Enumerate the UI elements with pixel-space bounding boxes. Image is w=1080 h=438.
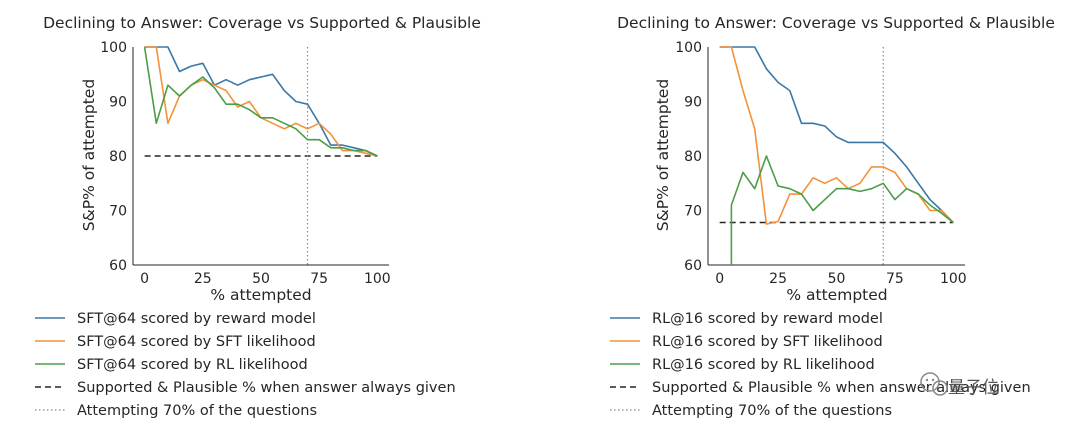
watermark: 量子位 <box>920 372 999 398</box>
right-y-tick-label: 60 <box>684 258 702 274</box>
left-y-axis-label: S&P% of attempted <box>80 79 98 231</box>
left-legend-label: Attempting 70% of the questions <box>77 403 317 419</box>
right-legend-item-rl: RL@16 scored by RL likelihood <box>610 357 875 373</box>
right-chart-title: Declining to Answer: Coverage vs Support… <box>617 14 1055 32</box>
left-x-tick-label: 50 <box>252 271 270 287</box>
left-x-tick-label: 100 <box>364 271 391 287</box>
right-legend-item-baseline: Supported & Plausible % when answer alwa… <box>610 380 1031 396</box>
right-series-rl <box>730 155 954 265</box>
left-y-tick-label: 90 <box>109 95 127 111</box>
right-x-tick-label: 75 <box>886 271 904 287</box>
right-plot-area: 60 70 80 90 100 0 25 50 75 100 <box>675 40 966 287</box>
left-y-tick-label: 100 <box>100 40 127 56</box>
right-legend: RL@16 scored by reward model RL@16 scored… <box>610 311 1031 419</box>
left-x-tick-label: 0 <box>140 271 149 287</box>
left-y-tick-label: 70 <box>109 204 127 220</box>
left-legend-label: Supported & Plausible % when answer alwa… <box>77 380 456 396</box>
right-y-tick-label: 100 <box>675 40 702 56</box>
right-legend-label: Attempting 70% of the questions <box>652 403 892 419</box>
right-legend-label: RL@16 scored by RL likelihood <box>652 357 875 373</box>
right-x-tick-label: 50 <box>828 271 846 287</box>
watermark-text: 量子位 <box>948 378 999 398</box>
left-legend-label: SFT@64 scored by RL likelihood <box>77 357 308 373</box>
left-plot-area: 60 70 80 90 100 0 25 50 75 100 <box>100 40 390 287</box>
left-legend-item-baseline: Supported & Plausible % when answer alwa… <box>35 380 456 396</box>
left-x-tick-label: 75 <box>310 271 328 287</box>
right-legend-item-vline: Attempting 70% of the questions <box>610 403 892 419</box>
right-x-tick-label: 0 <box>715 271 724 287</box>
right-y-axis-label: S&P% of attempted <box>654 79 672 231</box>
left-chart: Declining to Answer: Coverage vs Support… <box>35 14 481 419</box>
right-x-axis-label: % attempted <box>786 286 887 304</box>
left-y-tick-label: 60 <box>109 258 127 274</box>
left-x-axis-label: % attempted <box>210 286 311 304</box>
right-y-tick-label: 80 <box>684 149 702 165</box>
right-y-tick-label: 70 <box>684 204 702 220</box>
left-series-reward <box>144 46 378 157</box>
right-legend-item-sft: RL@16 scored by SFT likelihood <box>610 334 883 350</box>
right-legend-item-reward: RL@16 scored by reward model <box>610 311 883 327</box>
left-legend-item-reward: SFT@64 scored by reward model <box>35 311 316 327</box>
left-chart-title: Declining to Answer: Coverage vs Support… <box>43 14 481 32</box>
right-chart: Declining to Answer: Coverage vs Support… <box>610 14 1055 419</box>
left-legend-item-rl: SFT@64 scored by RL likelihood <box>35 357 308 373</box>
left-legend: SFT@64 scored by reward model SFT@64 scor… <box>35 311 456 419</box>
right-y-tick-label: 90 <box>684 95 702 111</box>
right-legend-label: RL@16 scored by reward model <box>652 311 883 327</box>
left-legend-item-vline: Attempting 70% of the questions <box>35 403 317 419</box>
left-series-rl <box>143 46 378 157</box>
left-x-tick-label: 25 <box>194 271 212 287</box>
left-y-tick-label: 80 <box>109 149 127 165</box>
left-legend-label: SFT@64 scored by SFT likelihood <box>77 334 316 350</box>
right-legend-label: RL@16 scored by SFT likelihood <box>652 334 883 350</box>
left-legend-label: SFT@64 scored by reward model <box>77 311 316 327</box>
right-x-tick-label: 100 <box>940 271 967 287</box>
right-legend-label: Supported & Plausible % when answer alwa… <box>652 380 1031 396</box>
watermark-logo-icon <box>920 372 948 396</box>
right-series-reward <box>719 46 954 224</box>
right-x-tick-label: 25 <box>769 271 787 287</box>
left-legend-item-sft: SFT@64 scored by SFT likelihood <box>35 334 316 350</box>
right-series-sft <box>719 46 954 225</box>
left-series-sft <box>144 46 378 157</box>
